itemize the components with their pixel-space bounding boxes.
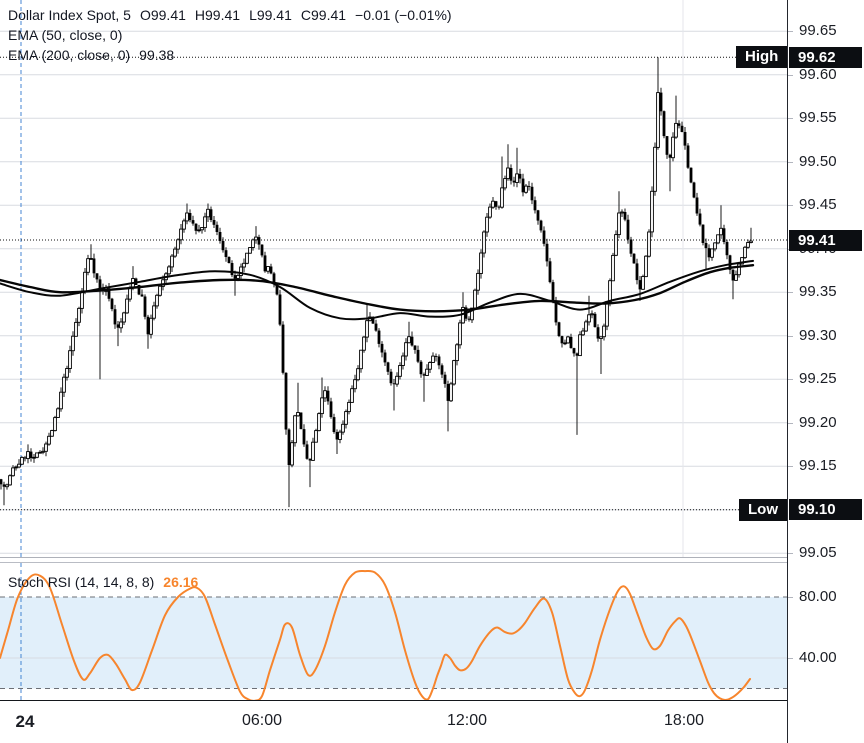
- ohlc-close: C99.41: [300, 7, 347, 23]
- price-axis-tick: [788, 466, 793, 467]
- price-axis-label: 99.20: [799, 414, 837, 431]
- price-axis-tick: [788, 553, 793, 554]
- price-axis-tick: [788, 162, 793, 163]
- pane-separator-bottom[interactable]: [0, 562, 864, 563]
- price-axis-tick: [788, 75, 793, 76]
- time-axis-label: 12:00: [446, 712, 488, 729]
- symbol-title: Dollar Index Spot, 5: [8, 7, 131, 23]
- stoch-rsi-canvas[interactable]: [0, 563, 787, 701]
- rsi-axis-tick: [788, 658, 793, 659]
- price-axis-label: 99.05: [799, 544, 837, 561]
- time-axis-label: 24: [15, 712, 35, 731]
- time-axis[interactable]: 24 06:00 12:00 18:00: [0, 701, 864, 743]
- ema50-label: EMA (50, close, 0): [8, 27, 123, 43]
- stoch-rsi-label: Stoch RSI (14, 14, 8, 8): [8, 574, 155, 590]
- low-price-axis-badge: 99.10: [789, 499, 862, 520]
- price-axis[interactable]: 99.6599.6099.5599.5099.4599.4099.3599.30…: [788, 0, 864, 743]
- price-axis-tick: [788, 31, 793, 32]
- time-axis-label: 06:00: [241, 712, 283, 729]
- ema200-value: 99.38: [139, 47, 175, 63]
- ohlc-high: H99.41: [194, 7, 241, 23]
- ohlc-low: L99.41: [249, 7, 292, 23]
- price-axis-tick: [788, 423, 793, 424]
- high-price-axis-badge: 99.62: [789, 47, 862, 68]
- price-axis-tick: [788, 118, 793, 119]
- pane-separator-top[interactable]: [0, 557, 864, 558]
- ohlc-open: O99.41: [139, 7, 186, 23]
- price-axis-label: 99.25: [799, 370, 837, 387]
- time-axis-label: 18:00: [663, 712, 705, 729]
- price-axis-label: 99.50: [799, 153, 837, 170]
- ema200-label: EMA (200, close, 0): [8, 47, 131, 63]
- low-marker-badge: Low: [739, 499, 787, 521]
- stoch-rsi-value: 26.16: [163, 574, 199, 590]
- time-axis-border: [0, 700, 864, 701]
- price-axis-label: 99.15: [799, 457, 837, 474]
- rsi-axis-label: 40.00: [799, 649, 837, 666]
- stoch-rsi-legend[interactable]: Stoch RSI (14, 14, 8, 8) 26.16: [8, 574, 198, 590]
- price-axis-tick: [788, 292, 793, 293]
- price-change: −0.01 (−0.01%): [355, 7, 452, 23]
- ema200-legend[interactable]: EMA (200, close, 0) 99.38: [8, 47, 174, 63]
- price-axis-label: 99.60: [799, 66, 837, 83]
- high-marker-badge: High: [736, 46, 788, 68]
- price-axis-tick: [788, 336, 793, 337]
- rsi-axis-label: 80.00: [799, 588, 837, 605]
- ema50-legend[interactable]: EMA (50, close, 0): [8, 27, 122, 43]
- price-axis-border: [787, 0, 788, 743]
- price-axis-label: 99.45: [799, 196, 837, 213]
- price-axis-tick: [788, 205, 793, 206]
- price-axis-label: 99.35: [799, 283, 837, 300]
- rsi-axis-tick: [788, 597, 793, 598]
- symbol-legend[interactable]: Dollar Index Spot, 5 O99.41 H99.41 L99.4…: [8, 7, 452, 23]
- price-axis-label: 99.30: [799, 327, 837, 344]
- price-axis-label: 99.55: [799, 109, 837, 126]
- main-chart-canvas[interactable]: [0, 0, 787, 558]
- price-axis-tick: [788, 379, 793, 380]
- last-price-axis-badge: 99.41: [789, 230, 862, 251]
- price-axis-label: 99.65: [799, 22, 837, 39]
